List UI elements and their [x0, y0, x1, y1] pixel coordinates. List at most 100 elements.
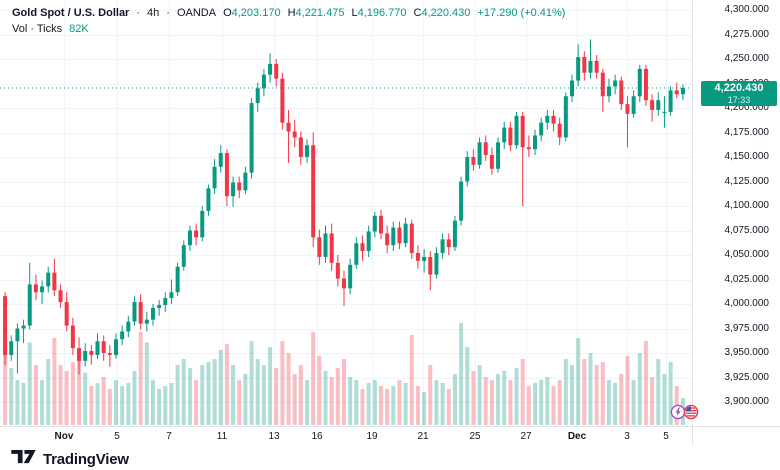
price-tick-label: 4,150.000	[724, 151, 770, 162]
volume-bar	[563, 359, 568, 425]
bar-countdown: 17:33	[727, 95, 751, 105]
candle-body	[169, 292, 174, 299]
candle-body	[224, 153, 229, 197]
candle-body	[218, 153, 223, 167]
candle-body	[243, 172, 248, 191]
candle-body	[83, 351, 88, 361]
volume-bar	[415, 386, 420, 425]
candle-body	[231, 182, 236, 197]
volume-bar	[218, 350, 223, 425]
volume-bar	[132, 371, 137, 425]
volume-bar	[446, 389, 451, 425]
volume-bar	[3, 317, 8, 425]
time-tick-label: 16	[311, 431, 323, 442]
candle-body	[187, 230, 192, 246]
volume-bar	[298, 365, 303, 425]
volume-bar	[354, 380, 359, 425]
last-price-badge: 4,220.430 17:33	[701, 81, 777, 106]
candle-body	[502, 127, 507, 143]
tradingview-logo-text: TradingView	[43, 450, 129, 468]
candle-body	[175, 266, 180, 293]
volume-bar	[311, 332, 316, 425]
candle-body	[3, 296, 8, 355]
volume-bar	[255, 359, 260, 425]
time-axis[interactable]: Nov 5 7 11 13 16 19 21 25 27 Dec 3 5	[0, 426, 780, 447]
volume-bar	[187, 368, 192, 425]
candle-body	[397, 227, 402, 244]
candle-body	[255, 88, 260, 104]
symbol-title: Gold Spot / U.S. Dollar	[12, 7, 130, 19]
volume-bar	[58, 365, 63, 425]
volume-bar	[64, 371, 69, 425]
volume-bar	[366, 383, 371, 425]
last-price-value: 4,220.430	[714, 82, 764, 94]
volume-bar	[305, 380, 310, 425]
price-tick-label: 4,175.000	[724, 126, 770, 138]
volume-bar	[342, 359, 346, 425]
candle-body	[440, 239, 445, 254]
candle-body	[446, 239, 451, 248]
time-tick-label: 7	[166, 431, 172, 442]
separator: ·	[166, 7, 170, 19]
volume-bar	[422, 392, 427, 425]
candle-body	[89, 351, 94, 355]
volume-bar	[409, 335, 414, 425]
candle-body	[150, 307, 155, 320]
candle-body	[656, 100, 661, 110]
volume-bar	[335, 368, 340, 425]
candle-body	[298, 137, 303, 157]
candle-body	[261, 74, 266, 89]
high-value: H 4,221.475	[287, 7, 345, 19]
candle-body	[477, 142, 482, 165]
candle-body	[58, 290, 63, 303]
volume-bar	[200, 365, 205, 425]
candle-body	[533, 135, 538, 150]
candle-body	[70, 325, 75, 349]
candle-body	[600, 72, 605, 97]
volume-bar	[83, 372, 88, 425]
candle-body	[33, 284, 38, 293]
time-tick-label: 27	[520, 431, 532, 442]
price-axis[interactable]: 4,220.430 17:33 82K 4,300.0004,275.0004,…	[692, 0, 780, 446]
volume-bar	[52, 338, 57, 425]
candle-body	[403, 223, 408, 244]
tradingview-logo[interactable]: TradingView	[10, 449, 129, 469]
volume-bar	[434, 380, 439, 425]
symbol-info-bar: Gold Spot / U.S. Dollar · 4h · OANDA O 4,…	[12, 7, 565, 19]
candle-body	[668, 90, 673, 112]
volume-bar	[169, 383, 174, 425]
price-tick-label: 4,125.000	[724, 175, 770, 187]
time-tick-label: 13	[268, 431, 280, 442]
candle-body	[606, 86, 611, 97]
volume-bar	[533, 383, 538, 425]
candle-body	[643, 68, 648, 101]
candle-body	[674, 90, 679, 95]
interval-label: 4h	[147, 7, 160, 19]
separator: ·	[136, 7, 141, 19]
price-tick-label: 3,900.000	[724, 396, 770, 407]
candle-body	[194, 230, 199, 238]
candle-body	[360, 243, 365, 252]
time-tick-label: Nov	[54, 431, 74, 442]
candle-body	[132, 302, 137, 322]
candle-body	[335, 262, 340, 279]
volume-bar	[502, 371, 507, 425]
candle-body	[9, 341, 14, 355]
price-tick-label: 4,300.000	[724, 4, 770, 15]
candle-body	[280, 78, 285, 123]
volume-bar	[637, 353, 642, 425]
time-tick-label: 25	[469, 431, 481, 442]
us-flag-icon[interactable]	[683, 404, 699, 420]
price-tick-label: 4,100.000	[724, 200, 770, 211]
candlestick-chart[interactable]	[0, 0, 692, 426]
candle-body	[46, 272, 51, 287]
volume-bar	[138, 332, 143, 425]
volume-bar	[600, 362, 605, 425]
candle-body	[21, 325, 26, 329]
candle-body	[662, 111, 667, 113]
candle-body	[354, 243, 359, 265]
candle-body	[107, 353, 112, 355]
volume-bar	[489, 380, 494, 425]
volume-bar	[286, 353, 291, 425]
candle-body	[526, 147, 531, 150]
